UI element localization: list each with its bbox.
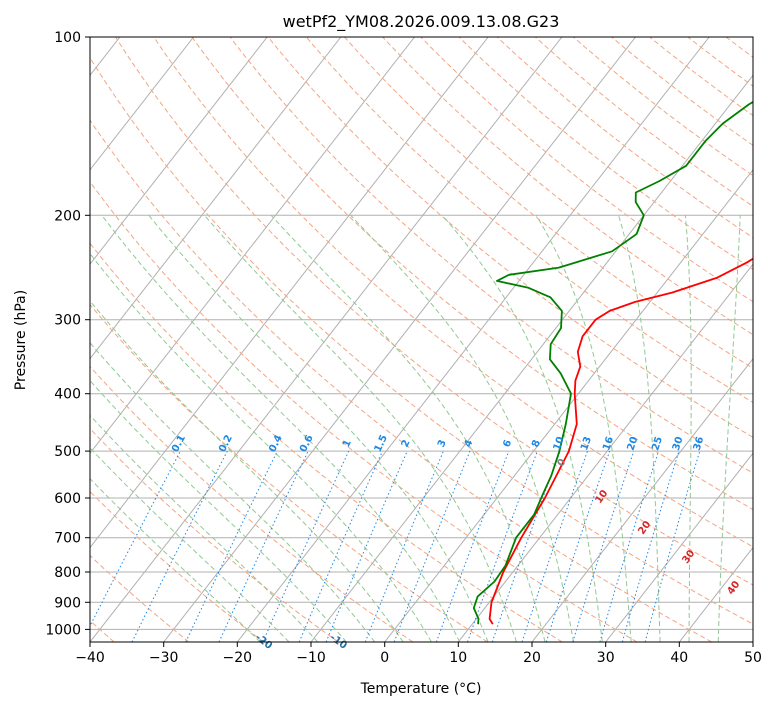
moist-adiabat-line <box>535 215 632 642</box>
dry-adiabat-line <box>90 303 488 642</box>
moist-adiabat-line <box>90 300 404 642</box>
isotherm-line <box>163 37 636 642</box>
plot-data <box>472 100 753 625</box>
mixing-ratio-line <box>521 450 588 642</box>
y-tick-label: 300 <box>54 313 81 329</box>
mixing-ratio-line <box>545 450 611 642</box>
dry-adiabat-line <box>534 37 753 207</box>
moist-adiabat-line <box>204 214 517 642</box>
mixing-ratio-line <box>298 450 383 642</box>
moist-adiabat-line <box>442 214 603 642</box>
moist-adiabat-line <box>90 478 261 642</box>
isotherm-line <box>90 37 489 549</box>
mixing-ratio-line <box>325 450 408 642</box>
plot-frame <box>89 36 754 643</box>
moist-adiabat-line <box>684 215 692 642</box>
isotherm-line <box>90 37 268 265</box>
dry-adiabat-line <box>90 365 414 642</box>
isotherm-line <box>236 37 710 642</box>
dry-adiabat-line <box>382 37 753 336</box>
x-tick-label: 30 <box>597 650 615 666</box>
moist-adiabat-line <box>350 214 575 642</box>
y-tick-label: 100 <box>54 30 81 46</box>
moist-adiabat-line <box>618 215 661 642</box>
dry-adiabat-line <box>153 37 753 548</box>
mixing-ratio-label: 20 <box>626 435 641 452</box>
dry-adiabat-line <box>90 427 339 642</box>
isotherm-line <box>605 452 753 642</box>
moist-adiabat-line <box>90 379 347 642</box>
mixing-ratio-label: 16 <box>601 435 616 452</box>
dry-adiabat-line <box>191 37 753 511</box>
x-tick-label: −40 <box>75 650 105 666</box>
dry-adiabat-line <box>229 37 753 474</box>
mixing-ratio-line <box>467 450 538 642</box>
y-tick-label: 900 <box>54 595 81 611</box>
mixing-ratio-line <box>644 450 701 642</box>
dewpoint-profile <box>472 100 753 625</box>
mixing-ratio-label: 1 <box>341 438 354 449</box>
mixing-ratio-line <box>621 450 680 642</box>
dry-adiabat-line <box>90 56 753 625</box>
isotherm-line <box>90 37 342 360</box>
mixing-ratio-label: 13 <box>579 435 594 452</box>
isotherm-line <box>384 169 753 642</box>
x-tick-label: −30 <box>149 650 179 666</box>
mixing-ratio-label: 2 <box>400 438 413 449</box>
y-axis-label: Pressure (hPa) <box>13 290 29 390</box>
mixing-ratio-label: 3 <box>436 438 449 449</box>
mixing-ratio-line <box>572 450 635 642</box>
mixing-ratio-label: 4 <box>463 438 476 449</box>
y-tick-label: 600 <box>54 491 81 507</box>
y-tick-label: 200 <box>54 208 81 224</box>
moist-adiabat-line <box>148 214 489 642</box>
y-tick-label: 1000 <box>45 622 81 638</box>
x-tick-label: −10 <box>296 650 326 666</box>
isotherm-line <box>90 37 415 454</box>
dry-adiabat-line <box>115 37 753 586</box>
x-tick-label: 20 <box>523 650 541 666</box>
moist-adiabat-line <box>717 215 741 642</box>
temperature-profile <box>488 257 753 625</box>
y-tick-label: 700 <box>54 531 81 547</box>
x-tick-label: 0 <box>380 650 389 666</box>
dry-adiabat-line <box>458 37 753 270</box>
moist-adiabat-line <box>90 252 432 642</box>
isotherm-line <box>90 37 563 642</box>
dry-adiabat-line <box>305 37 753 404</box>
dry-adiabat-line <box>344 37 753 369</box>
moist-adiabat-line <box>90 414 319 642</box>
y-tick-label: 500 <box>54 444 81 460</box>
chart-title: wetPf2_YM08.2026.009.13.08.G23 <box>283 12 560 32</box>
x-axis-label: Temperature (°C) <box>360 681 482 697</box>
mixing-ratio-label: 10 <box>552 435 567 452</box>
mixing-ratio-label: 25 <box>650 435 665 452</box>
moist-adiabat-line <box>101 214 461 642</box>
mixing-ratio-label: 36 <box>692 435 707 452</box>
plot-grid <box>90 37 753 642</box>
y-tick-label: 800 <box>54 565 81 581</box>
x-tick-label: 40 <box>670 650 688 666</box>
dry-adiabat-line <box>267 37 753 438</box>
mixing-ratio-line <box>599 450 659 642</box>
moist-adiabat-line <box>270 214 546 642</box>
mixing-ratio-line <box>262 450 350 642</box>
x-tick-label: 10 <box>449 650 467 666</box>
mixing-ratio-label: 8 <box>530 438 543 448</box>
dry-adiabat-line <box>90 119 712 642</box>
mixing-ratio-label: 6 <box>502 438 515 449</box>
axes: −40 −30 −20 −10 0 10 20 30 40 50 100 200 300 400 500 60… <box>45 30 762 666</box>
mixing-ratio-line <box>218 450 309 642</box>
isotherm-line <box>90 37 194 171</box>
mixing-ratio-line <box>185 450 278 642</box>
moist-adiabat-line <box>90 447 290 642</box>
x-tick-label: −20 <box>223 650 253 666</box>
x-tick-label: 50 <box>744 650 762 666</box>
y-tick-label: 400 <box>54 387 81 403</box>
isotherm-line <box>457 263 753 642</box>
isotherm-line <box>531 357 753 642</box>
dry-adiabat-line <box>573 37 753 177</box>
mixing-ratio-label: 30 <box>671 435 686 452</box>
